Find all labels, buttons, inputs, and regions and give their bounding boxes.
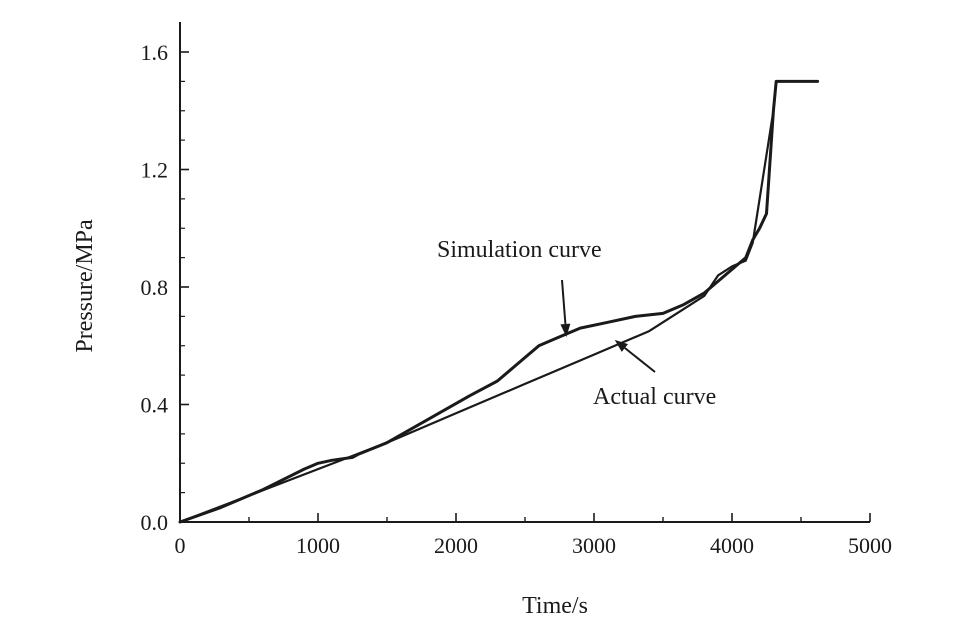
- y-tick-label: 0.8: [141, 275, 169, 300]
- x-tick-label: 2000: [434, 533, 478, 558]
- simulation-curve-label: Simulation curve: [437, 237, 602, 263]
- y-axis-title: Pressure/MPa: [72, 219, 98, 353]
- y-tick-label: 1.2: [141, 158, 169, 183]
- x-tick-label: 3000: [572, 533, 616, 558]
- x-tick-label: 4000: [710, 533, 754, 558]
- x-tick-label: 5000: [848, 533, 892, 558]
- simulation-annotation-arrowhead: [560, 323, 571, 337]
- y-tick-label: 0.0: [141, 510, 169, 535]
- annotation-layer: Simulation curve Actual curve: [437, 237, 716, 410]
- actual-annotation-arrow-line: [624, 347, 656, 373]
- x-tick-label: 1000: [296, 533, 340, 558]
- simulation-annotation-arrow-line: [561, 279, 567, 325]
- actual-curve-line: [178, 80, 778, 524]
- axes: 0 1000 2000 3000 4000 5000 0.0 0.4 0.8 1.2 1.6: [141, 22, 892, 558]
- series-layer: [178, 79, 820, 524]
- y-tick-label: 0.4: [141, 393, 169, 418]
- actual-curve-label: Actual curve: [593, 384, 716, 410]
- x-axis-title: Time/s: [522, 593, 588, 619]
- y-tick-label: 1.6: [141, 40, 169, 65]
- x-tick-label: 0: [175, 533, 186, 558]
- actual-annotation-arrowhead: [614, 339, 628, 352]
